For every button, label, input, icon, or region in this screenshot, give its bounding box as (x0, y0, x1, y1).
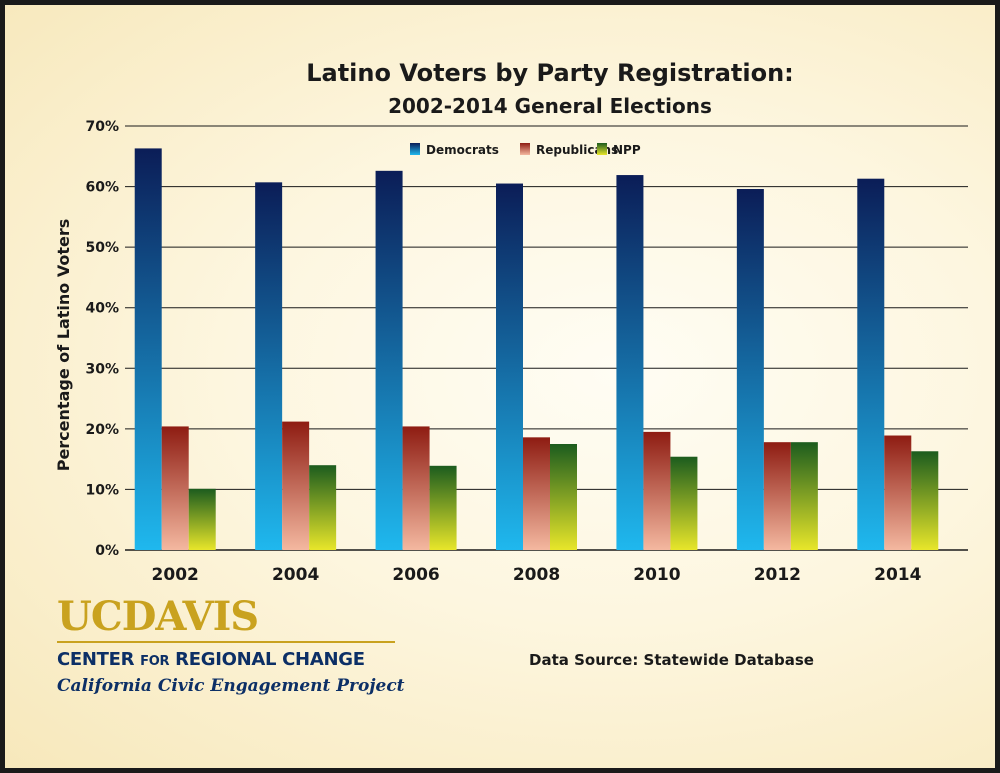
y-axis-label: Percentage of Latino Voters (54, 219, 73, 472)
x-tick-label: 2010 (633, 565, 680, 585)
logo-divider (57, 641, 395, 643)
y-tick-label: 70% (85, 119, 119, 135)
x-tick-label: 2004 (272, 565, 319, 585)
bar-republicans-2012 (763, 442, 791, 550)
bar-democrats-2010 (616, 175, 644, 550)
bar-republicans-2014 (884, 435, 912, 550)
y-tick-label: 60% (85, 180, 119, 196)
bar-democrats-2014 (857, 178, 885, 550)
bar-republicans-2004 (282, 421, 310, 550)
x-tick-label: 2006 (392, 565, 439, 585)
bars (134, 148, 939, 551)
bar-npp-2002 (188, 488, 216, 550)
y-tick-label: 30% (85, 361, 119, 377)
data-source-note: Data Source: Statewide Database (529, 651, 814, 669)
bar-republicans-2006 (402, 426, 430, 550)
bar-npp-2012 (790, 442, 818, 550)
bar-democrats-2008 (496, 183, 523, 551)
bar-npp-2004 (309, 465, 337, 550)
x-tick-label: 2008 (513, 565, 560, 585)
bar-republicans-2002 (161, 426, 189, 550)
y-tick-label: 0% (95, 543, 119, 559)
bar-democrats-2002 (134, 148, 162, 550)
bar-republicans-2010 (643, 431, 671, 550)
y-tick-label: 20% (85, 422, 119, 438)
legend-swatch-democrats (410, 143, 420, 155)
ucdavis-logo: UCDAVIS CENTER FOR REGIONAL CHANGE Calif… (57, 593, 405, 696)
bar-democrats-2006 (375, 170, 403, 550)
legend-swatch-republicans (520, 143, 530, 155)
legend-label-npp: NPP (613, 143, 641, 157)
bar-npp-2006 (429, 465, 457, 550)
x-tick-label: 2014 (874, 565, 921, 585)
chart-frame: Latino Voters by Party Registration: 200… (5, 5, 995, 768)
bar-npp-2008 (550, 444, 577, 550)
x-tick-label: 2012 (754, 565, 801, 585)
bar-npp-2014 (911, 451, 939, 550)
bar-republicans-2008 (523, 437, 550, 550)
logo-wordmark: UCDAVIS (57, 593, 259, 640)
y-tick-label: 50% (85, 240, 119, 256)
bar-democrats-2012 (736, 188, 764, 550)
x-tick-labels: 2002 2004 2006 2008 2010 2012 2014 (152, 565, 922, 585)
logo-project-name: California Civic Engagement Project (57, 676, 405, 696)
chart-title: Latino Voters by Party Registration: (306, 59, 794, 87)
bar-democrats-2004 (255, 182, 283, 550)
legend-label-democrats: Democrats (426, 143, 499, 157)
chart-subtitle: 2002-2014 General Elections (388, 94, 712, 118)
y-tick-label: 40% (85, 301, 119, 317)
logo-center-name: CENTER FOR REGIONAL CHANGE (57, 649, 365, 670)
bar-npp-2010 (670, 456, 698, 550)
y-tick-label: 10% (85, 482, 119, 498)
bar-chart: Latino Voters by Party Registration: 200… (54, 59, 968, 585)
y-tick-labels: 0% 10% 20% 30% 40% 50% 60% 70% (85, 119, 119, 559)
legend-swatch-npp (597, 143, 607, 155)
x-tick-label: 2002 (152, 565, 199, 585)
